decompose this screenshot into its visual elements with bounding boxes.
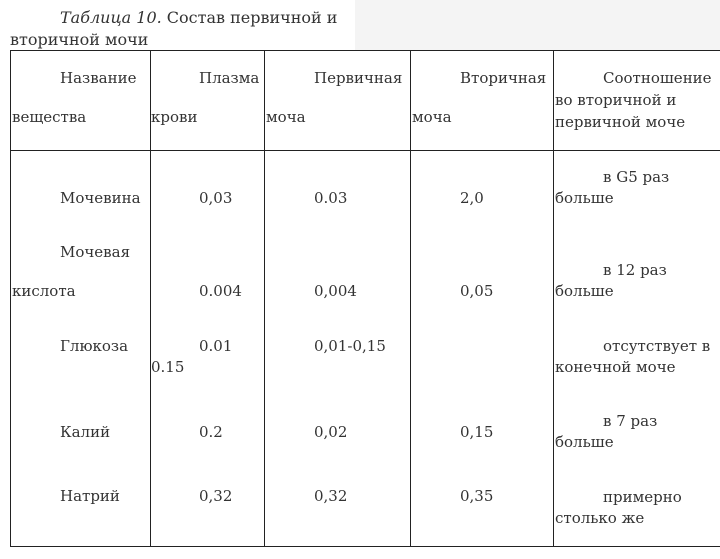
cell-line: Натрий <box>60 486 120 505</box>
cell-line: больше <box>555 188 614 207</box>
cell-line: 0,15 <box>460 422 494 441</box>
table-cell: Мочевая кислота <box>12 233 130 311</box>
table-frame <box>10 50 720 547</box>
cell-line: 0,32 <box>314 486 348 505</box>
column-border <box>150 50 151 547</box>
cell-line: 0.2 <box>199 422 223 441</box>
cell-line: Мочевина <box>60 188 141 207</box>
cell-line: 0.004 <box>199 281 242 300</box>
caption-label: Таблица 10. <box>60 8 162 27</box>
table-cell: Глюкоза <box>12 327 128 366</box>
cell-line: больше <box>555 432 614 451</box>
caption-text: Состав первичной и вторичной мочи <box>10 8 338 49</box>
cell-line: 0,35 <box>460 486 494 505</box>
cell-line: Вторичная <box>460 68 547 87</box>
cell-line: Первичная <box>314 68 403 87</box>
table-cell: 0.2 <box>151 422 223 443</box>
table-cell: 0,01-0,15 <box>266 336 386 357</box>
table-cell: 0,15 <box>412 422 493 443</box>
cell-line: 0.01 <box>199 336 233 355</box>
cell-line: больше <box>555 281 614 300</box>
table-cell: 0,05 <box>412 281 493 302</box>
cell-line: Плазма <box>199 68 260 87</box>
table-cell: 0,35 <box>412 486 493 507</box>
cell-line: в 7 раз <box>603 411 658 430</box>
table-cell: 0,32 <box>151 486 232 507</box>
cell-line: моча <box>412 107 452 126</box>
cell-line: конечной моче <box>555 357 676 376</box>
cell-line: Название <box>60 68 137 87</box>
cell-line: 0,05 <box>460 281 494 300</box>
cell-line: в 12 раз <box>603 260 667 279</box>
cell-line: Глюкоза <box>60 336 129 355</box>
cell-line: Калий <box>60 422 111 441</box>
cell-line: 0,32 <box>199 486 233 505</box>
header-cell: Соотношение во вторичной и первичной моче <box>555 67 712 133</box>
cell-line: 0.03 <box>314 188 348 207</box>
table-cell: Натрий <box>12 477 120 516</box>
cell-line: примерно <box>603 487 682 506</box>
cell-line: во вторичной и <box>555 91 677 109</box>
cell-line: вещества <box>12 107 87 126</box>
table-cell: в 7 раз больше <box>555 411 657 453</box>
cell-line: моча <box>266 107 306 126</box>
cell-line: отсутствует в <box>603 336 711 355</box>
table-cell: в 12 раз больше <box>555 260 667 302</box>
table-cell: отсутствует в конечной моче <box>555 336 710 378</box>
table-cell: 0,32 <box>266 486 347 507</box>
cell-line: 0,004 <box>314 281 357 300</box>
table-cell: 0,03 <box>151 188 232 209</box>
table-cell: 0.004 <box>151 281 242 302</box>
table-cell: Калий <box>12 413 110 452</box>
cell-line: Соотношение <box>603 69 712 87</box>
cell-line: Мочевая <box>60 242 131 261</box>
cell-line: первичной моче <box>555 113 686 131</box>
table-cell: Мочевина <box>12 179 141 218</box>
table-cell: примерно столько же <box>555 487 682 529</box>
header-cell: Первичная моча <box>266 59 402 137</box>
cell-line: 0,02 <box>314 422 348 441</box>
table-cell: 0,004 <box>266 281 357 302</box>
column-border <box>553 50 554 547</box>
table-cell: в G5 раз больше <box>555 167 669 209</box>
cell-line: 0.15 <box>151 357 185 376</box>
cell-line: 0,03 <box>199 188 233 207</box>
background-pattern <box>355 0 720 50</box>
cell-line: кислота <box>12 281 76 300</box>
header-cell: Название вещества <box>12 59 136 137</box>
cell-line: столько же <box>555 508 645 527</box>
table-cell: 2,0 <box>412 188 484 209</box>
column-border <box>264 50 265 547</box>
table-cell: 0.03 <box>266 188 347 209</box>
cell-line: 0,01-0,15 <box>314 336 386 355</box>
header-cell: Плазма крови <box>151 59 259 137</box>
caption: Таблица 10. Состав первичной и вторичной… <box>10 7 355 51</box>
cell-line: в G5 раз <box>603 167 670 186</box>
cell-line: 2,0 <box>460 188 484 207</box>
table-cell: 0,02 <box>266 422 347 443</box>
table-cell: 0.01 0.15 <box>151 336 232 378</box>
header-border <box>10 150 720 151</box>
header-cell: Вторичная моча <box>412 59 546 137</box>
column-border <box>410 50 411 547</box>
cell-line: крови <box>151 107 198 126</box>
